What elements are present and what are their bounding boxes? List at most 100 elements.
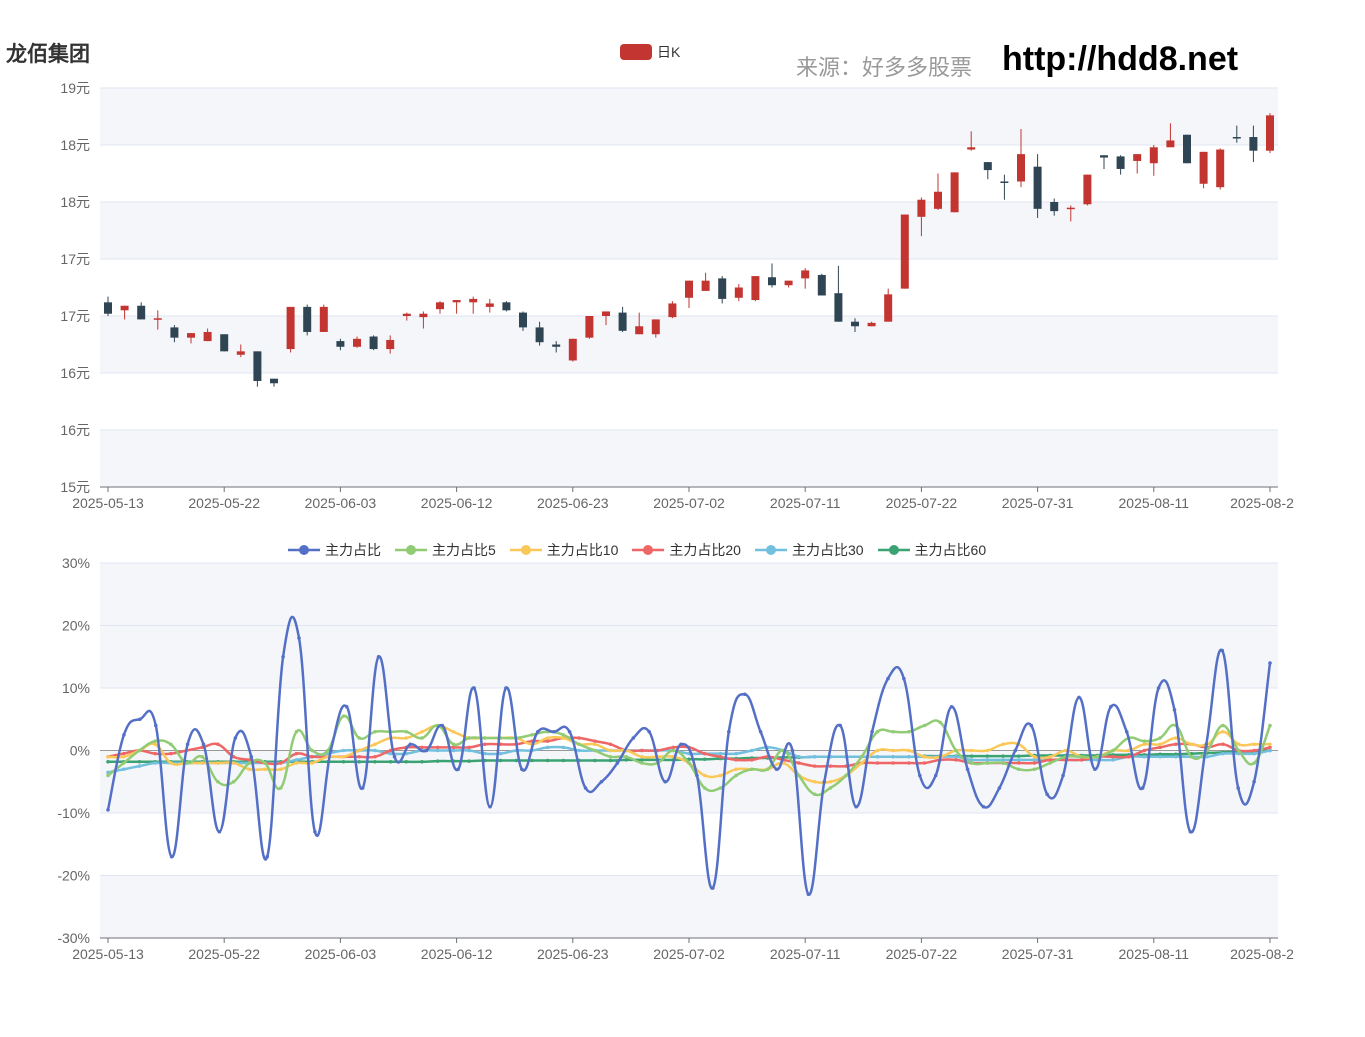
flow-series-point bbox=[153, 739, 157, 743]
flow-series-point bbox=[1140, 786, 1145, 790]
flow-legend-item[interactable]: 主力占比60 bbox=[877, 540, 986, 560]
flow-series-point bbox=[671, 745, 676, 750]
flow-series-point bbox=[200, 754, 205, 759]
flow-series-point bbox=[997, 786, 1002, 790]
flow-series-point bbox=[1016, 754, 1021, 758]
site-url-link[interactable]: http://hdd8.net bbox=[1002, 40, 1239, 78]
flow-series-point bbox=[812, 764, 817, 768]
flow-series-point bbox=[1142, 739, 1147, 743]
candle-up bbox=[153, 318, 162, 320]
candle-down bbox=[270, 378, 278, 384]
flow-series-point bbox=[608, 748, 613, 753]
flow-series-point bbox=[373, 759, 377, 764]
flow-series-point bbox=[985, 761, 990, 765]
kline-x-tick-label: 2025-07-22 bbox=[886, 495, 958, 511]
flow-series-point bbox=[1032, 767, 1037, 772]
flow-series-point bbox=[498, 758, 503, 763]
flow-series-point bbox=[1172, 708, 1177, 712]
flow-x-tick-label: 2025-07-11 bbox=[770, 946, 841, 962]
flow-series-point bbox=[278, 767, 283, 772]
kline-y-tick-label: 16元 bbox=[60, 422, 90, 438]
flow-series-point bbox=[797, 761, 801, 765]
flow-series-point bbox=[592, 748, 597, 753]
candle-up bbox=[1166, 140, 1175, 148]
flow-legend-item[interactable]: 主力占比 bbox=[288, 540, 381, 560]
flow-series-point bbox=[488, 804, 492, 809]
flow-legend-item[interactable]: 主力占比10 bbox=[509, 540, 618, 560]
flow-series-point bbox=[875, 748, 880, 753]
legend-line-marker-icon bbox=[509, 545, 542, 555]
flow-series-point bbox=[875, 761, 880, 765]
flow-series-point bbox=[1158, 742, 1162, 747]
flow-series-point bbox=[954, 754, 958, 759]
flow-series-point bbox=[891, 729, 895, 734]
flow-series-point bbox=[1001, 742, 1005, 747]
flow-series-point bbox=[504, 686, 508, 690]
flow-series-point bbox=[545, 745, 550, 750]
candle-down bbox=[718, 278, 727, 299]
flow-series-point bbox=[1189, 754, 1194, 759]
kline-y-tick-label: 16元 bbox=[60, 365, 90, 381]
flow-series-point bbox=[216, 742, 220, 747]
flow-series-point bbox=[169, 742, 173, 747]
flow-series-point bbox=[969, 754, 974, 758]
kline-y-tick-label: 17元 bbox=[60, 251, 90, 267]
flow-x-tick-label: 2025-08-11 bbox=[1119, 946, 1190, 962]
candle-up bbox=[236, 351, 245, 355]
flow-series-point bbox=[121, 751, 126, 756]
flow-series-point bbox=[891, 761, 895, 765]
flow-series-point bbox=[294, 758, 299, 762]
candle-down bbox=[1033, 166, 1042, 209]
candle-up bbox=[319, 306, 328, 332]
candle-down bbox=[851, 321, 859, 327]
flow-series-point bbox=[530, 733, 534, 737]
flow-series-point bbox=[1158, 736, 1162, 740]
flow-series-point bbox=[561, 758, 566, 763]
flow-series-point bbox=[577, 742, 581, 747]
flow-series-point bbox=[954, 758, 958, 762]
source-label: 来源：好多多股票 bbox=[796, 55, 973, 80]
flow-series-point bbox=[640, 754, 644, 759]
flow-series-point bbox=[985, 758, 990, 762]
flow-series-point bbox=[608, 742, 613, 747]
flow-series-point bbox=[891, 748, 895, 753]
kline-legend[interactable]: 日K bbox=[620, 42, 680, 62]
flow-series-point bbox=[1173, 754, 1178, 759]
flow-series-point bbox=[1158, 752, 1162, 757]
flow-series-point bbox=[1111, 754, 1115, 759]
flow-series-point bbox=[360, 786, 365, 790]
flow-series-point bbox=[451, 742, 456, 747]
flow-series-point bbox=[765, 767, 770, 772]
flow-series-point bbox=[121, 767, 126, 772]
flow-series-point bbox=[392, 754, 397, 759]
flow-series-point bbox=[812, 779, 817, 784]
flow-legend-item[interactable]: 主力占比30 bbox=[754, 540, 864, 560]
flow-series-point bbox=[294, 751, 299, 756]
flow-series-point bbox=[969, 761, 974, 765]
flow-series-point bbox=[985, 754, 990, 758]
flow-series-point bbox=[169, 751, 173, 756]
flow-series-point bbox=[1111, 748, 1115, 753]
flow-series-point bbox=[1236, 742, 1241, 747]
candle-up bbox=[967, 147, 976, 150]
flow-series-point bbox=[341, 759, 346, 764]
flow-legend-item[interactable]: 主力占比20 bbox=[632, 540, 741, 560]
flow-series-point bbox=[695, 773, 699, 778]
flow-y-tick-label: 0% bbox=[70, 743, 90, 759]
flow-series-point bbox=[1045, 792, 1049, 797]
flow-series-point bbox=[854, 804, 858, 809]
flow-series-point bbox=[1173, 736, 1178, 740]
flow-series-point bbox=[726, 729, 731, 734]
flow-series-point bbox=[797, 773, 801, 778]
flow-legend-item[interactable]: 主力占比5 bbox=[395, 540, 496, 560]
flow-series-point bbox=[750, 758, 754, 762]
flow-series-point bbox=[1126, 748, 1131, 753]
flow-series-point bbox=[922, 754, 927, 759]
flow-series-point bbox=[1126, 754, 1131, 759]
flow-series-point bbox=[424, 748, 429, 753]
flow-x-tick-label: 2025-05-13 bbox=[72, 946, 144, 962]
flow-series-point bbox=[577, 748, 581, 753]
flow-series-point bbox=[297, 636, 301, 640]
flow-series-point bbox=[1029, 723, 1034, 728]
flow-series-point bbox=[1048, 758, 1052, 762]
